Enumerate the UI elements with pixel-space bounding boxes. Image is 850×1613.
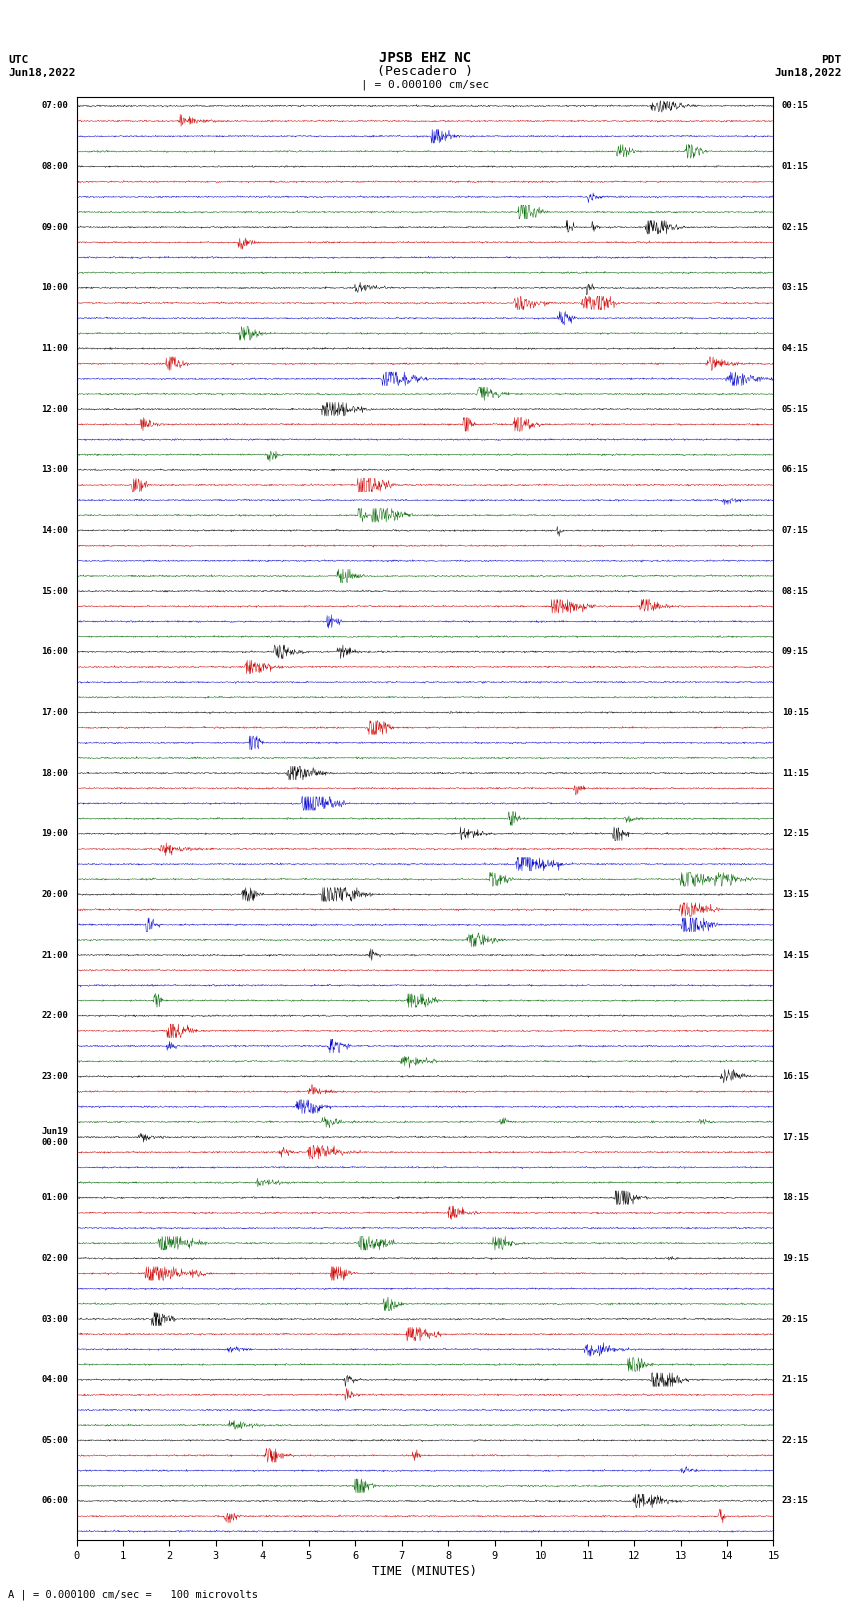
Text: JPSB EHZ NC: JPSB EHZ NC bbox=[379, 52, 471, 65]
Text: 02:00: 02:00 bbox=[42, 1253, 68, 1263]
Text: UTC: UTC bbox=[8, 55, 29, 65]
Text: 11:00: 11:00 bbox=[42, 344, 68, 353]
Text: 15:00: 15:00 bbox=[42, 587, 68, 595]
Text: 06:15: 06:15 bbox=[782, 465, 808, 474]
Text: PDT: PDT bbox=[821, 55, 842, 65]
Text: | = 0.000100 cm/sec: | = 0.000100 cm/sec bbox=[361, 79, 489, 90]
Text: Jun19
00:00: Jun19 00:00 bbox=[42, 1127, 68, 1147]
Text: 23:15: 23:15 bbox=[782, 1497, 808, 1505]
Text: 01:00: 01:00 bbox=[42, 1194, 68, 1202]
Text: 22:00: 22:00 bbox=[42, 1011, 68, 1021]
Text: 11:15: 11:15 bbox=[782, 769, 808, 777]
Text: 05:15: 05:15 bbox=[782, 405, 808, 413]
Text: Jun18,2022: Jun18,2022 bbox=[774, 68, 842, 77]
Text: 09:15: 09:15 bbox=[782, 647, 808, 656]
Text: 18:15: 18:15 bbox=[782, 1194, 808, 1202]
Text: 18:00: 18:00 bbox=[42, 769, 68, 777]
Text: 03:00: 03:00 bbox=[42, 1315, 68, 1324]
Text: 19:15: 19:15 bbox=[782, 1253, 808, 1263]
Text: 06:00: 06:00 bbox=[42, 1497, 68, 1505]
Text: 16:15: 16:15 bbox=[782, 1073, 808, 1081]
Text: 04:00: 04:00 bbox=[42, 1376, 68, 1384]
Text: 10:15: 10:15 bbox=[782, 708, 808, 716]
Text: A | = 0.000100 cm/sec =   100 microvolts: A | = 0.000100 cm/sec = 100 microvolts bbox=[8, 1589, 258, 1600]
Text: 05:00: 05:00 bbox=[42, 1436, 68, 1445]
Text: 21:15: 21:15 bbox=[782, 1376, 808, 1384]
Text: 20:15: 20:15 bbox=[782, 1315, 808, 1324]
Text: 09:00: 09:00 bbox=[42, 223, 68, 232]
Text: 17:15: 17:15 bbox=[782, 1132, 808, 1142]
Text: 20:00: 20:00 bbox=[42, 890, 68, 898]
Text: 15:15: 15:15 bbox=[782, 1011, 808, 1021]
Text: 00:15: 00:15 bbox=[782, 102, 808, 110]
Text: 13:00: 13:00 bbox=[42, 465, 68, 474]
Text: 08:15: 08:15 bbox=[782, 587, 808, 595]
Text: 19:00: 19:00 bbox=[42, 829, 68, 839]
Text: 01:15: 01:15 bbox=[782, 161, 808, 171]
Text: 03:15: 03:15 bbox=[782, 284, 808, 292]
Text: 16:00: 16:00 bbox=[42, 647, 68, 656]
Text: 12:00: 12:00 bbox=[42, 405, 68, 413]
Text: 14:00: 14:00 bbox=[42, 526, 68, 536]
Text: 10:00: 10:00 bbox=[42, 284, 68, 292]
Text: 17:00: 17:00 bbox=[42, 708, 68, 716]
Text: (Pescadero ): (Pescadero ) bbox=[377, 65, 473, 77]
Text: 14:15: 14:15 bbox=[782, 950, 808, 960]
Text: 08:00: 08:00 bbox=[42, 161, 68, 171]
Text: 07:00: 07:00 bbox=[42, 102, 68, 110]
Text: 04:15: 04:15 bbox=[782, 344, 808, 353]
Text: 21:00: 21:00 bbox=[42, 950, 68, 960]
Text: 22:15: 22:15 bbox=[782, 1436, 808, 1445]
X-axis label: TIME (MINUTES): TIME (MINUTES) bbox=[372, 1565, 478, 1578]
Text: 23:00: 23:00 bbox=[42, 1073, 68, 1081]
Text: 13:15: 13:15 bbox=[782, 890, 808, 898]
Text: Jun18,2022: Jun18,2022 bbox=[8, 68, 76, 77]
Text: 07:15: 07:15 bbox=[782, 526, 808, 536]
Text: 02:15: 02:15 bbox=[782, 223, 808, 232]
Text: 12:15: 12:15 bbox=[782, 829, 808, 839]
